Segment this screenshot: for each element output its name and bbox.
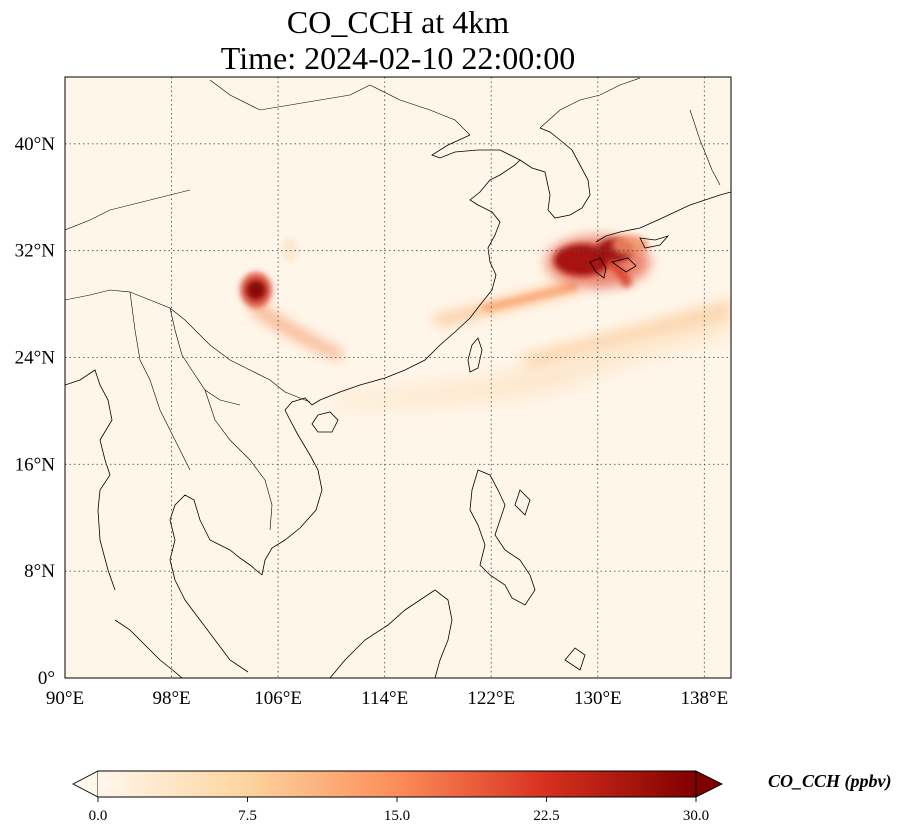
colorbar-extend-high	[695, 770, 724, 798]
pacific-plume-core	[520, 300, 731, 368]
colorbar-tick-label: 15.0	[384, 808, 410, 824]
japan-hotspot	[554, 244, 610, 276]
sichuan-plume	[250, 300, 345, 360]
lon-tick-label: 98°E	[152, 688, 190, 709]
concentration-field	[240, 235, 731, 406]
coastlines	[65, 77, 731, 678]
lon-tick-label: 90°E	[46, 688, 84, 709]
colorbar-ticks: 0.0 7.5 15.0 22.5 30.0	[89, 797, 709, 824]
lat-tick-label: 8°N	[24, 561, 55, 582]
chart-title-line2: Time: 2024-02-10 22:00:00	[220, 40, 576, 76]
colorbar-tick-label: 7.5	[238, 808, 257, 824]
lon-tick-label: 138°E	[681, 688, 729, 709]
sichuan-hotspot	[246, 280, 266, 300]
lon-tick-labels: 90°E 98°E 106°E 114°E 122°E 130°E 138°E	[46, 688, 728, 709]
lat-tick-label: 40°N	[15, 134, 56, 155]
lon-tick-label: 114°E	[361, 688, 408, 709]
lon-tick-label: 130°E	[574, 688, 622, 709]
colorbar-tick-label: 22.5	[533, 808, 559, 824]
lat-tick-labels: 0° 8°N 16°N 24°N 32°N 40°N	[15, 134, 56, 689]
colorbar-label: CO_CCH (ppbv)	[768, 771, 892, 792]
colorbar-gradient	[98, 771, 696, 797]
lat-tick-label: 24°N	[15, 347, 56, 368]
colorbar-extend-low	[72, 770, 99, 798]
colorbar: 0.0 7.5 15.0 22.5 30.0 CO_CCH (ppbv)	[72, 770, 892, 824]
map-background	[65, 77, 731, 678]
colorbar-tick-label: 30.0	[683, 808, 709, 824]
lon-tick-label: 106°E	[254, 688, 302, 709]
colorbar-tick-label: 0.0	[89, 808, 108, 824]
lat-tick-label: 16°N	[15, 454, 56, 475]
gridlines	[65, 77, 731, 678]
lon-tick-label: 122°E	[467, 688, 515, 709]
chart-title-line1: CO_CCH at 4km	[286, 4, 510, 40]
lat-tick-label: 32°N	[15, 241, 56, 262]
map-frame	[64, 76, 732, 679]
lat-tick-label: 0°	[38, 668, 55, 689]
pacific-plume	[330, 305, 731, 406]
